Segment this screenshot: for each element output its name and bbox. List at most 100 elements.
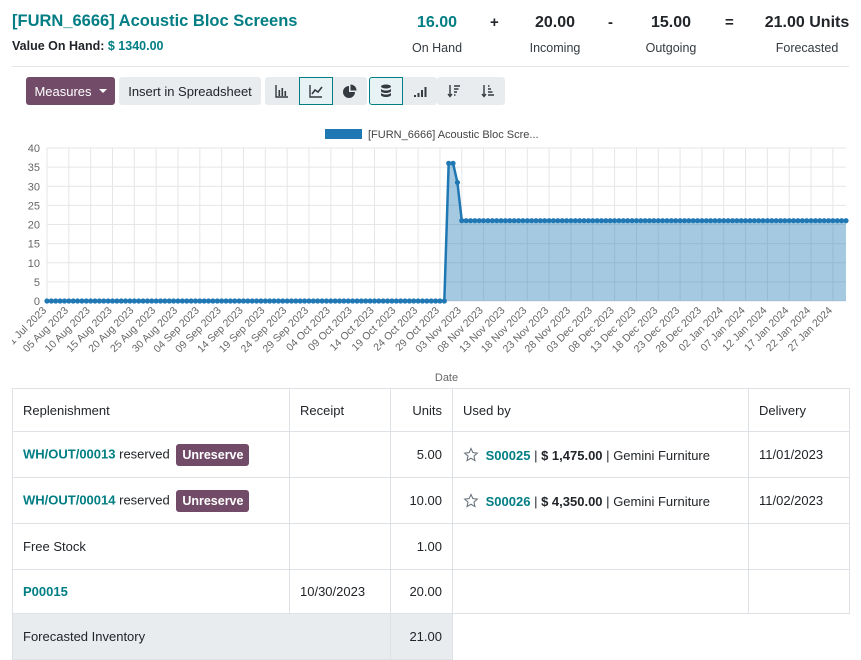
measures-button[interactable]: Measures [26,77,115,105]
legend-swatch [325,129,362,139]
y-tick-label: 20 [28,220,40,232]
data-point [197,298,203,304]
data-point [620,218,626,224]
delivery-cell: 11/02/2023 [748,477,850,524]
caret-down-icon [98,89,107,93]
data-point [716,218,722,224]
data-point [280,298,286,304]
y-tick-label: 10 [28,258,40,270]
chart-options-group [369,77,437,105]
col-header-units: Units [390,388,453,432]
cumulative-bars-icon [414,87,427,97]
data-point [524,218,530,224]
delivery-cell [748,569,850,614]
data-point [690,218,696,224]
data-point [725,218,731,224]
bar-chart-icon [275,85,288,98]
delivery-cell [748,523,850,570]
data-point [804,218,810,224]
table-row: P00015 10/30/2023 20.00 [12,569,850,614]
data-point [306,298,312,304]
data-point [354,298,360,304]
data-point [542,218,548,224]
partner-name: Gemini Furniture [613,493,710,509]
stacked-button[interactable] [369,77,403,105]
data-point [808,218,814,224]
data-point [323,298,330,304]
data-point [550,218,557,224]
data-point [363,298,369,304]
table-header-row: Replenishment Receipt Units Used by Deli… [12,388,850,432]
data-point [734,218,740,224]
data-point [105,298,111,304]
picking-link[interactable]: WH/OUT/00014 [23,491,116,507]
data-point [245,298,251,304]
sale-order-link[interactable]: S00026 [485,493,531,509]
insert-spreadsheet-button[interactable]: Insert in Spreadsheet [119,77,261,105]
unreserve-button[interactable]: Unreserve [176,489,250,512]
data-point [594,218,600,224]
data-point [485,218,491,224]
col-header-replenishment: Replenishment [12,388,290,432]
sale-order-link[interactable]: S00025 [485,447,531,463]
data-point [406,298,412,304]
receipt-cell: 10/30/2023 [289,569,391,614]
units-cell: 20.00 [390,569,453,614]
separator: | [606,493,610,509]
data-point [315,298,321,304]
data-point [825,218,832,224]
data-point [415,298,421,304]
measures-label: Measures [34,83,92,99]
data-point [341,298,347,304]
data-point [664,218,670,224]
data-point [53,298,59,304]
star-icon[interactable] [463,492,479,509]
data-point [498,218,504,224]
data-point [791,218,797,224]
data-point [502,218,509,224]
partner-name: Gemini Furniture [613,447,710,463]
data-point [454,179,461,186]
value-on-hand: Value On Hand: $ 1340.00 [12,39,163,53]
reserved-status: reserved [119,491,170,507]
picking-link[interactable]: WH/OUT/00013 [23,445,116,461]
data-point [476,218,482,224]
line-chart-button[interactable] [299,77,333,105]
forecasted-value: 21.00 Units [764,14,850,31]
data-point [585,218,591,224]
data-point [533,218,539,224]
bar-chart-button[interactable] [265,77,299,105]
pie-chart-button[interactable] [333,77,367,105]
data-point [467,218,474,224]
data-point [114,298,120,304]
sort-ascending-icon [481,85,494,98]
data-point [441,298,447,304]
data-point [297,298,303,304]
data-point [764,218,771,224]
data-point [786,218,792,224]
data-point [777,218,784,224]
data-point [101,298,107,304]
reserved-status: reserved [119,445,170,461]
data-point [419,298,426,304]
data-point [463,218,469,224]
data-point [118,298,124,304]
sort-descending-button[interactable] [437,77,471,105]
cumulative-button[interactable] [403,77,437,105]
data-point [529,218,535,224]
forecasted-label: Forecasted [775,41,839,55]
data-point [638,218,644,224]
purchase-order-link[interactable]: P00015 [23,584,68,599]
data-point [149,298,155,304]
stat-on-hand: 16.00 On Hand [403,14,471,55]
data-point [507,218,513,224]
on-hand-label: On Hand [411,41,463,55]
star-icon[interactable] [463,446,479,463]
data-point [721,218,727,224]
incoming-label: Incoming [529,41,581,55]
separator: | [534,493,538,509]
unreserve-button[interactable]: Unreserve [176,443,250,466]
forecasted-inventory-row: Forecasted Inventory 21.00 [12,613,850,660]
data-point [350,298,356,304]
sort-ascending-button[interactable] [471,77,505,105]
